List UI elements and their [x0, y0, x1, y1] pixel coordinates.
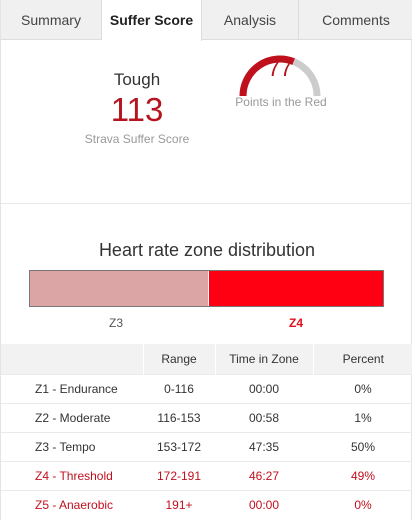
zone-distribution-bar: [29, 270, 384, 307]
table-row: Z1 - Endurance 0-116 00:00 0%: [1, 373, 412, 403]
points-in-red-gauge: [239, 55, 321, 97]
points-in-red-value: 77: [267, 56, 293, 81]
table-row: Z3 - Tempo 153-172 47:35 50%: [1, 431, 412, 461]
zone-bar-label-z4: Z4: [289, 316, 304, 330]
tab-summary[interactable]: Summary: [1, 0, 102, 40]
zone-range: 153-172: [143, 431, 215, 461]
zone-name: Z2 - Moderate: [1, 402, 143, 432]
zone-time: 00:00: [215, 489, 313, 519]
zone-percent: 0%: [313, 373, 412, 403]
header-range: Range: [143, 344, 216, 374]
zone-bar-label-z3: Z3: [109, 316, 124, 330]
score-rating: Tough: [113, 70, 161, 89]
zone-bar-z4: [208, 271, 383, 306]
zone-percent: 1%: [313, 402, 412, 432]
zone-table: Range Time in Zone Percent Z1 - Enduranc…: [1, 344, 412, 519]
gauge-fill: [239, 55, 295, 97]
zone-range: 191+: [143, 489, 215, 519]
zone-range: 0-116: [143, 373, 215, 403]
suffer-score-value: 113: [110, 91, 164, 128]
zone-time: 47:35: [215, 431, 313, 461]
table-row: Z2 - Moderate 116-153 00:58 1%: [1, 402, 412, 432]
zone-table-header: Range Time in Zone Percent: [1, 344, 412, 374]
zone-percent: 50%: [313, 431, 412, 461]
zone-name: Z3 - Tempo: [1, 431, 143, 461]
suffer-score-block: Tough 113 Strava Suffer Score: [47, 70, 227, 146]
zone-range: 172-191: [143, 460, 215, 490]
suffer-score-caption: Strava Suffer Score: [84, 132, 190, 146]
header-time: Time in Zone: [215, 344, 314, 374]
zone-name: Z5 - Anaerobic: [1, 489, 143, 519]
tab-comments[interactable]: Comments: [322, 12, 390, 28]
points-in-red-caption: Points in the Red: [235, 95, 327, 109]
header-zone: [1, 344, 144, 374]
zone-time: 00:58: [215, 402, 313, 432]
tab-analysis[interactable]: Analysis: [202, 0, 299, 40]
table-row: Z5 - Anaerobic 191+ 00:00 0%: [1, 489, 412, 519]
distribution-title: Heart rate zone distribution: [98, 240, 316, 260]
score-summary: Tough 113 Strava Suffer Score: [1, 40, 412, 204]
zone-bar-z3: [30, 271, 209, 306]
zone-range: 116-153: [143, 402, 215, 432]
header-percent: Percent: [313, 344, 412, 374]
tab-bar: Summary Suffer Score Analysis Comments: [1, 0, 412, 41]
zone-time: 46:27: [215, 460, 313, 490]
zone-percent: 0%: [313, 489, 412, 519]
zone-time: 00:00: [215, 373, 313, 403]
zone-percent: 49%: [313, 460, 412, 490]
table-row: Z4 - Threshold 172-191 46:27 49%: [1, 460, 412, 490]
tab-suffer-score[interactable]: Suffer Score: [102, 0, 202, 41]
zone-name: Z1 - Endurance: [1, 373, 143, 403]
zone-name: Z4 - Threshold: [1, 460, 143, 490]
